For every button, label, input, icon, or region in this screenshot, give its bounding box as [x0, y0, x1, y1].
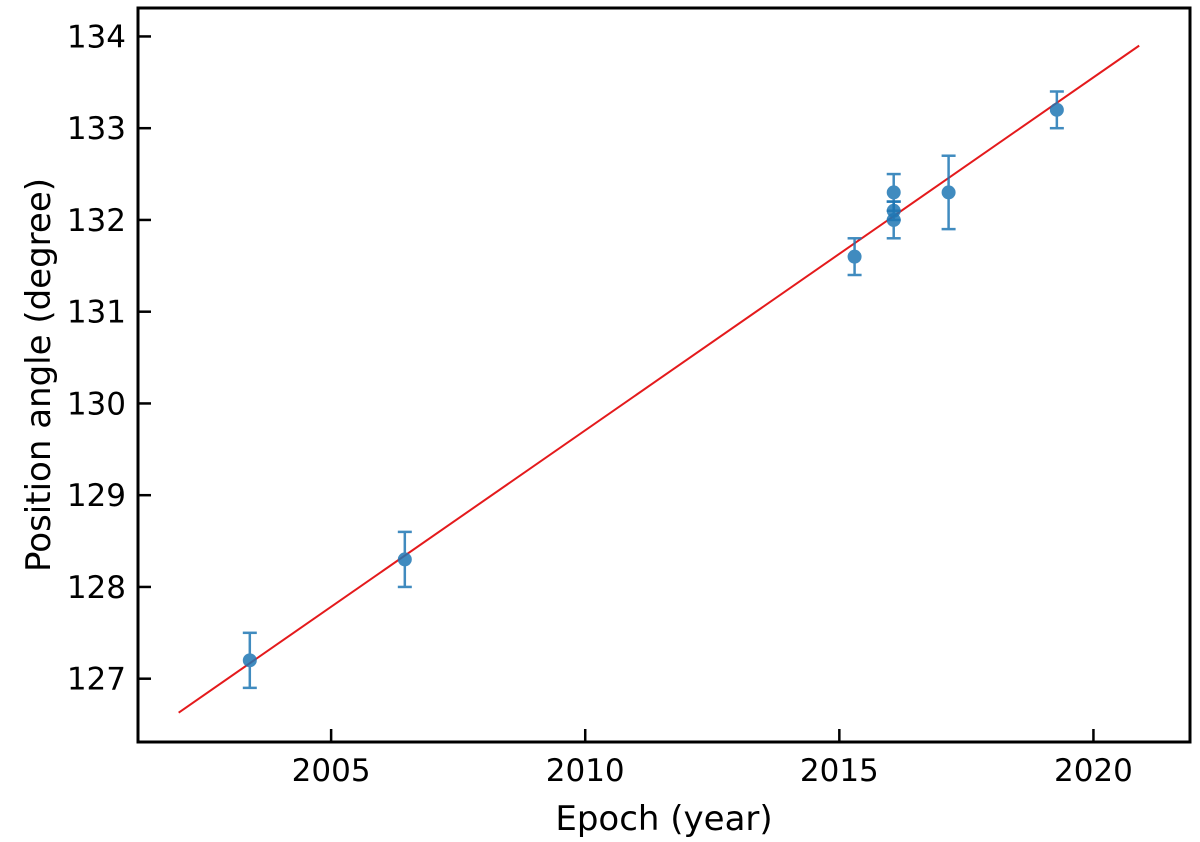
y-tick-label: 131: [67, 295, 126, 331]
data-point: [397, 530, 412, 589]
data-marker: [941, 185, 956, 200]
data-marker: [1049, 102, 1064, 117]
y-tick-label: 127: [67, 662, 126, 698]
y-tick-label: 132: [67, 203, 126, 239]
x-tick-label: 2010: [546, 753, 625, 789]
plot-marks: [178, 44, 1140, 714]
data-marker: [397, 552, 412, 567]
data-marker: [847, 249, 862, 264]
x-axis-ticks: 2005 2010 2015 2020: [292, 729, 1133, 789]
y-axis-ticks: 127 128 129 130 131 132 133 134: [67, 19, 151, 698]
y-axis-title: Position angle (degree): [19, 178, 59, 572]
y-tick-label: 130: [67, 386, 126, 422]
data-point: [242, 631, 257, 690]
data-marker: [886, 185, 901, 200]
x-tick-label: 2020: [1054, 753, 1133, 789]
y-tick-label: 133: [67, 111, 126, 147]
data-point: [847, 237, 862, 277]
x-tick-label: 2015: [800, 753, 879, 789]
data-point: [1049, 90, 1064, 130]
x-axis-title: Epoch (year): [555, 799, 772, 839]
fit-line: [178, 44, 1140, 714]
x-tick-label: 2005: [292, 753, 371, 789]
data-point: [941, 154, 956, 231]
y-tick-label: 134: [67, 19, 126, 55]
y-tick-label: 129: [67, 478, 126, 514]
plot-frame: [136, 6, 1192, 744]
y-tick-label: 128: [67, 570, 126, 606]
data-marker: [242, 653, 257, 668]
data-point: [886, 172, 901, 213]
